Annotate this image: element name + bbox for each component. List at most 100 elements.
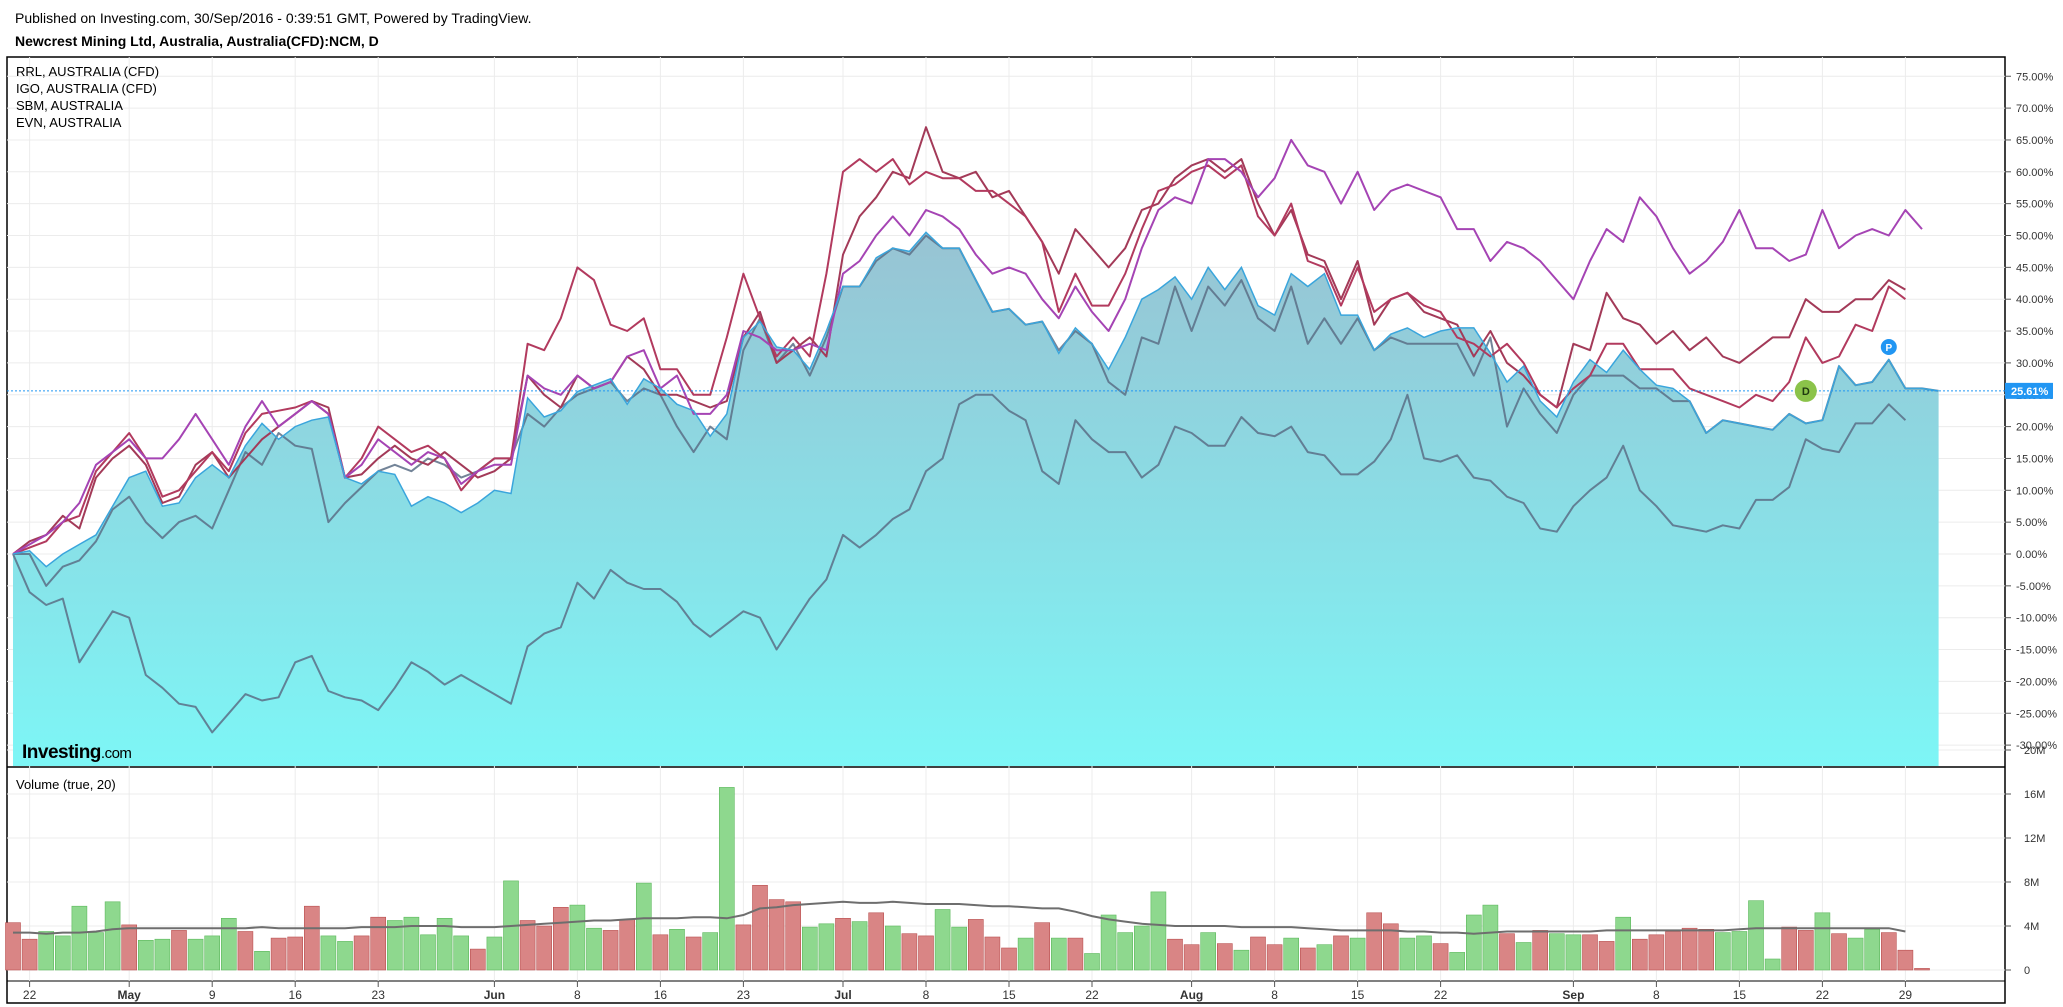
volume-bar [1349,937,1366,971]
volume-bar [984,936,1001,971]
volume-bar [1632,938,1648,971]
legend-sbm[interactable]: SBM, AUSTRALIA [16,98,123,113]
volume-bar [1001,947,1017,971]
volume-bar [1084,953,1100,971]
price-tick-label: -20.00% [2016,676,2057,688]
volume-bar [1814,912,1831,971]
volume-bar [221,917,237,971]
volume-bar [536,925,553,971]
legend-rrl[interactable]: RRL, AUSTRALIA (CFD) [16,64,159,79]
volume-tick-label: 0 [2024,965,2030,977]
volume-bar [1316,944,1333,971]
volume-bar [1466,914,1482,971]
volume-bar [1549,933,1565,971]
volume-bar [204,935,220,971]
time-axis[interactable]: 22 May 9 16 23 Jun 8 16 23 Jul 8 15 22 Aug 8 15 22 Sep 8 15… [23,981,1912,1002]
volume-bar [138,939,154,971]
volume-bar [1250,936,1266,971]
volume-bar [785,901,802,971]
volume-bar [303,905,320,971]
price-tick-label: 55.00% [2016,199,2054,211]
time-tick-label: 9 [209,988,216,1002]
volume-bar [1217,943,1233,971]
volume-bar [370,916,387,971]
volume-bar [237,931,254,971]
volume-bar [519,920,536,971]
price-tick-label: -10.00% [2016,613,2057,625]
price-tick-label: 75.00% [2016,71,2054,83]
price-tick-label: 15.00% [2016,453,2054,465]
last-price-label: 25.61% [2011,386,2049,398]
volume-bar [901,933,918,971]
evn-line [12,393,1907,734]
volume-bar [1781,926,1797,971]
volume-bar [967,919,984,971]
last-price-label-bg [2005,382,2053,399]
volume-bar [586,927,602,971]
price-tick-label: 45.00% [2016,262,2054,274]
time-tick-label: Aug [1180,988,1203,1002]
price-tick-label: 40.00% [2016,294,2054,306]
price-tick-label: 65.00% [2016,135,2054,147]
volume-bar [1117,932,1133,971]
volume-pane[interactable] [5,787,1930,971]
volume-tick-label: 16M [2024,789,2045,801]
price-tick-label: -30.00% [2016,740,2057,752]
dividend-marker-label: D [1802,386,1810,398]
volume-bar [104,901,121,971]
volume-bar [1914,968,1930,971]
price-axis[interactable]: 75.00% 70.00% 65.00% 60.00% 55.00% 50.00% 45.0… [2005,71,2057,752]
price-pane[interactable]: DP [7,126,2005,767]
volume-bar [1449,952,1465,971]
volume-bar [121,924,137,971]
volume-bar [38,931,55,971]
p-marker-label: P [1885,343,1892,354]
volume-bar [1615,916,1631,971]
volume-axis[interactable]: 20M 16M 12M 8M 4M 0 [2005,745,2045,977]
legend-igo[interactable]: IGO, AUSTRALIA (CFD) [16,81,157,96]
volume-bar [1233,949,1250,971]
price-tick-label: -15.00% [2016,645,2057,657]
price-tick-label: 60.00% [2016,167,2054,179]
time-tick-label: May [118,988,142,1002]
volume-bar [353,935,370,971]
price-tick-label: 30.00% [2016,358,2054,370]
legend-evn[interactable]: EVN, AUSTRALIA [16,115,122,130]
volume-bar [735,924,752,971]
volume-title[interactable]: Volume (true, 20) [16,777,116,792]
volume-bar [469,948,486,971]
volume-bar [320,935,337,971]
time-tick-label: 8 [1271,988,1278,1002]
price-tick-label: -5.00% [2016,581,2051,593]
volume-bar [1515,942,1532,971]
time-tick-label: 22 [23,988,37,1002]
time-tick-label: 8 [574,988,581,1002]
volume-bar [951,926,968,971]
volume-bar [403,916,420,971]
volume-tick-label: 8M [2024,877,2039,889]
price-tick-label: 5.00% [2016,517,2047,529]
volume-bar [685,936,702,971]
volume-bar [54,935,71,971]
dividend-marker [1794,379,1817,402]
volume-bar [254,950,270,971]
volume-bar [453,935,470,971]
volume-bar [436,917,453,971]
volume-bar [1432,943,1449,971]
volume-bar [1499,933,1515,971]
price-tick-label: 70.00% [2016,103,2054,115]
volume-bar [835,917,851,971]
time-tick-label: Sep [1562,988,1584,1002]
volume-tick-label: 20M [2024,745,2045,757]
volume-bar [1051,937,1067,971]
volume-bar [1167,938,1183,971]
volume-bar [801,926,818,971]
ncm-area-line [12,231,1939,568]
volume-ma-line [13,900,1906,935]
publish-info: Published on Investing.com, 30/Sep/2016 … [15,10,532,26]
volume-bar [1283,937,1299,971]
volume-bar [1416,935,1432,971]
volume-bar [768,899,785,971]
time-tick-label: 22 [1434,988,1448,1002]
